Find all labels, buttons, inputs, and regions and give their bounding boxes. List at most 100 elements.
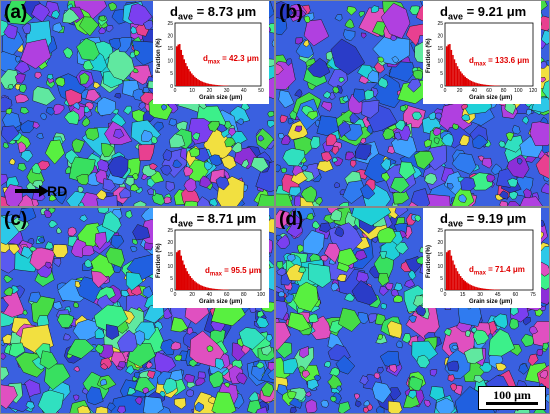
- dmax-label-c: dmax = 95.5 μm: [205, 266, 261, 278]
- histogram-inset-c: dave = 8.71 μm 0 5 10 15 20 25 0 20 40 60 80 100 dm…: [153, 208, 269, 308]
- x-tick-label: 40: [241, 88, 247, 94]
- x-tick-label: 40: [207, 292, 213, 298]
- y-tick-label: 10: [167, 59, 173, 65]
- histogram-bar: [486, 84, 488, 86]
- dmax-label-b: dmax = 133.6 μm: [469, 56, 530, 68]
- scale-bar-line: [486, 402, 538, 405]
- x-tick-label: 20: [189, 292, 195, 298]
- histogram-bar: [204, 286, 207, 290]
- dmax-label-d: dmax = 71.4 μm: [469, 265, 525, 277]
- x-tick-label: 30: [477, 292, 483, 298]
- histogram-bar: [492, 85, 494, 86]
- histogram-bar: [456, 271, 459, 290]
- histogram-bar: [489, 85, 491, 86]
- histogram-bar: [482, 288, 485, 290]
- histogram-bar: [461, 278, 463, 290]
- histogram-d: 0 5 10 15 20 25 0 15 30 45 60 75: [437, 228, 536, 298]
- panel-label-b: (b): [279, 2, 304, 23]
- histogram-bar: [479, 288, 482, 290]
- histogram-bar: [487, 85, 490, 86]
- y-tick-label: 10: [437, 59, 443, 65]
- rd-arrow: [15, 185, 49, 197]
- histogram-bar: [464, 76, 467, 86]
- histogram-bar: [493, 85, 496, 86]
- histogram-bar: [195, 282, 198, 290]
- histogram-bar: [182, 260, 184, 290]
- histogram-bar: [476, 83, 479, 86]
- x-tick-label: 75: [530, 292, 536, 298]
- y-tick-label: 15: [437, 252, 443, 258]
- y-tick-label: 10: [167, 264, 173, 270]
- histogram-bar: [198, 80, 201, 86]
- histogram-bar: [218, 289, 220, 290]
- histogram-bar: [212, 84, 214, 86]
- histogram-bar: [490, 85, 493, 86]
- histogram-bar: [206, 287, 208, 290]
- histogram-bar: [462, 75, 465, 86]
- histogram-bar: [466, 78, 468, 86]
- histogram-bar: [450, 49, 453, 86]
- histogram-bar: [200, 285, 202, 290]
- x-axis-label-a: Grain size (μm): [199, 95, 243, 101]
- y-tick-label: 25: [437, 21, 443, 27]
- x-axis-label-d: Grain size (μm): [469, 299, 513, 305]
- histogram-inset-d: dave = 9.19 μm 0 5 10 15 20 25 0 15 30 45 60 75 dma…: [423, 208, 541, 308]
- histogram-bar: [176, 252, 178, 290]
- histogram-bar: [177, 44, 179, 86]
- histogram-bar: [493, 289, 496, 290]
- histogram-bar: [446, 46, 448, 86]
- dmax-label-a: dmax = 42.3 μm: [203, 54, 259, 66]
- histogram-bar: [489, 289, 491, 290]
- histogram-bar: [183, 264, 186, 290]
- histogram-bar: [186, 271, 189, 290]
- x-tick-label: 40: [472, 88, 478, 94]
- histogram-bar: [219, 85, 222, 86]
- histogram-bar: [213, 84, 216, 86]
- histogram-bar: [189, 276, 192, 290]
- histogram-bar: [191, 73, 193, 86]
- histogram-bar: [192, 75, 195, 86]
- histogram-bar: [478, 287, 480, 290]
- x-tick-label: 15: [460, 292, 466, 298]
- histogram-bar: [188, 273, 190, 290]
- histogram-bar: [492, 289, 494, 290]
- y-tick-label: 0: [440, 84, 443, 90]
- histogram-bar: [201, 81, 204, 86]
- histogram-bar: [472, 81, 474, 86]
- histogram-b: 0 5 10 15 20 25 0 20 40 60 80 100 120: [437, 21, 537, 94]
- y-tick-label: 5: [170, 276, 173, 282]
- scale-bar: 100 μm: [478, 386, 546, 410]
- x-tick-label: 0: [174, 88, 177, 94]
- histogram-bar: [216, 85, 219, 86]
- y-tick-label: 20: [167, 240, 173, 246]
- y-tick-label: 10: [437, 264, 443, 270]
- dave-label-c: dave = 8.71 μm: [170, 211, 257, 229]
- x-tick-label: 30: [224, 88, 230, 94]
- ebsd-panel-d: (d) dave = 9.19 μm 0 5 10 15 20 25 0 15 30 45 60 75…: [275, 207, 550, 414]
- x-tick-label: 10: [189, 88, 195, 94]
- histogram-bar: [177, 250, 179, 290]
- histogram-bar: [482, 84, 485, 86]
- x-tick-label: 60: [224, 292, 230, 298]
- histogram-bar: [486, 288, 488, 290]
- histogram-bar: [194, 281, 196, 290]
- histogram-bar: [210, 84, 213, 86]
- histogram-bar: [447, 250, 450, 290]
- x-tick-label: 0: [444, 292, 447, 298]
- y-tick-label: 25: [167, 21, 173, 27]
- histogram-bar: [186, 66, 189, 86]
- histogram-bar: [458, 273, 460, 290]
- histogram-bar: [467, 283, 470, 290]
- histogram-bar: [459, 276, 462, 290]
- histogram-bar: [462, 279, 465, 290]
- y-tick-label: 5: [440, 71, 443, 77]
- y-tick-label: 0: [170, 84, 173, 90]
- histogram-bar: [209, 288, 211, 290]
- dave-label-b: dave = 9.21 μm: [440, 4, 527, 22]
- histogram-bar: [189, 71, 192, 86]
- histogram-bar: [198, 284, 201, 290]
- y-tick-label: 15: [167, 252, 173, 258]
- histogram-bar: [479, 83, 482, 86]
- histogram-bar: [452, 54, 454, 86]
- y-tick-label: 0: [170, 288, 173, 294]
